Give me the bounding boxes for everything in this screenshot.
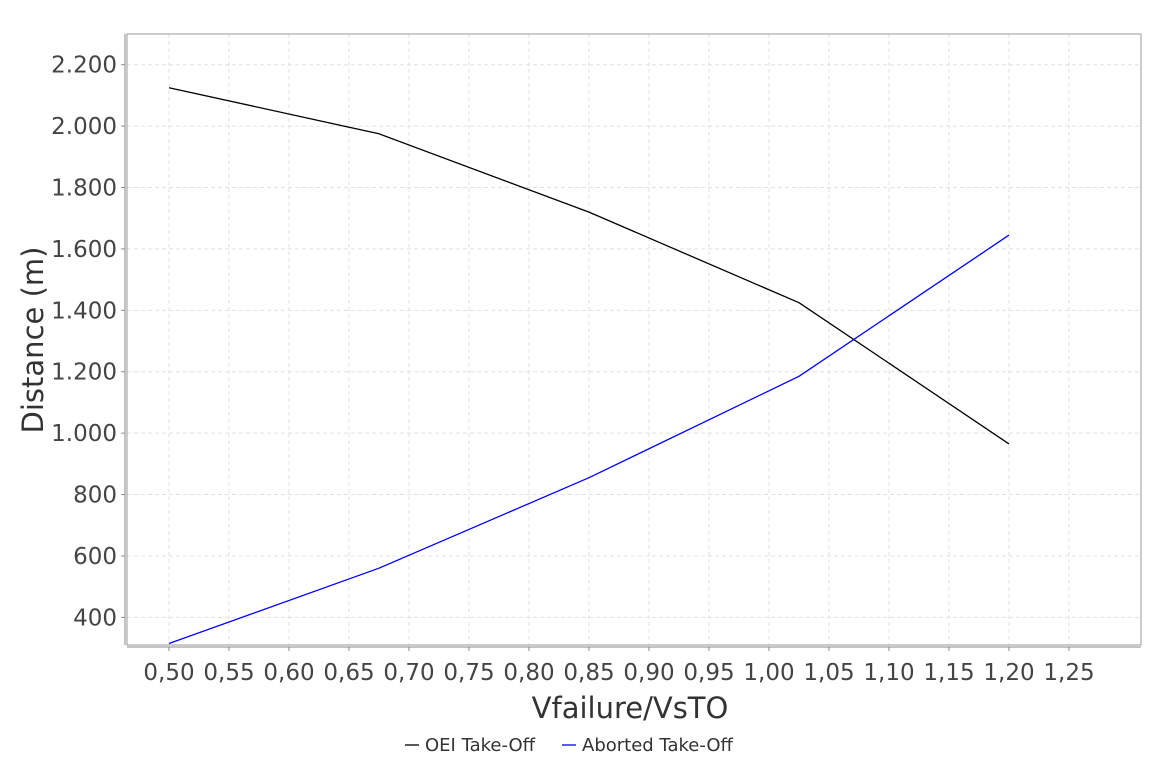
y-tick-label: 600 <box>73 544 117 570</box>
legend-label: OEI Take-Off <box>425 735 536 756</box>
x-tick-label: 1,05 <box>803 660 854 686</box>
x-tick-label: 0,95 <box>683 660 734 686</box>
x-tick-label: 0,70 <box>383 660 434 686</box>
series-line-1 <box>168 234 1010 645</box>
x-tick-label: 1,20 <box>983 660 1034 686</box>
x-tick-label: 1,00 <box>743 660 794 686</box>
y-axis: 400 600 800 1.000 1.200 1.400 1.600 1.800 2.000 2… <box>51 34 126 645</box>
y-tick-label: 1.800 <box>51 176 117 202</box>
plot-background <box>127 34 1141 645</box>
x-tick-label: 1,15 <box>923 660 974 686</box>
y-tick-label: 400 <box>73 605 117 631</box>
series-line-0 <box>168 87 1010 445</box>
series-lines <box>168 87 1010 645</box>
y-tick-label: 1.600 <box>51 237 117 263</box>
x-tick-label: 0,90 <box>623 660 674 686</box>
x-tick-label: 0,60 <box>263 660 314 686</box>
y-tick-label: 800 <box>73 483 117 509</box>
y-tick-label: 2.200 <box>51 53 117 79</box>
x-tick-label: 1,10 <box>863 660 914 686</box>
y-tick-label: 1.400 <box>51 298 117 324</box>
legend-label: Aborted Take-Off <box>582 735 733 756</box>
plot-border <box>126 33 1142 646</box>
x-tick-label: 0,65 <box>323 660 374 686</box>
x-tick-label: 0,80 <box>503 660 554 686</box>
y-tick-label: 1.000 <box>51 421 117 447</box>
y-tick-label: 2.000 <box>51 114 117 140</box>
y-axis-title: Distance (m) <box>16 247 50 434</box>
x-axis-title: Vfailure/VsTO <box>532 691 729 725</box>
grid-lines <box>127 34 1141 645</box>
x-axis: 0,50 0,55 0,60 0,65 0,70 0,75 0,80 0,85 0,90 0,95… <box>127 646 1141 686</box>
x-tick-label: 0,50 <box>143 660 194 686</box>
legend: OEI Take-Off Aborted Take-Off <box>405 735 733 756</box>
x-tick-label: 0,55 <box>203 660 254 686</box>
x-tick-label: 0,85 <box>563 660 614 686</box>
x-tick-label: 1,25 <box>1043 660 1094 686</box>
y-tick-label: 1.200 <box>51 360 117 386</box>
x-tick-label: 0,75 <box>443 660 494 686</box>
